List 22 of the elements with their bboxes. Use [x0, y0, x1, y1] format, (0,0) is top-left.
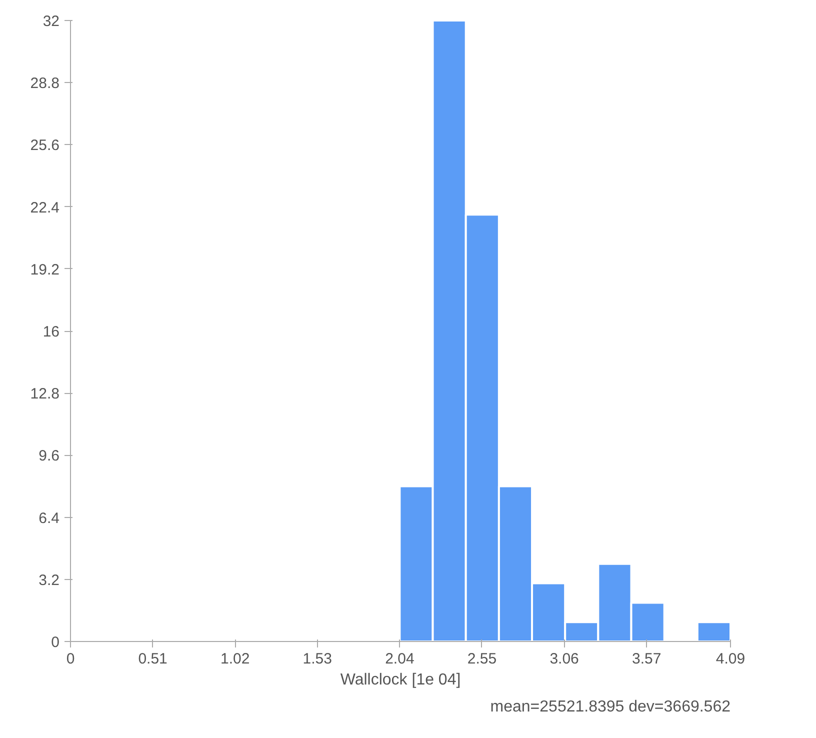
y-tick-label: 25.6 — [30, 137, 60, 154]
x-tick-label: 3.57 — [632, 650, 662, 668]
y-tick-label: 12.8 — [30, 386, 60, 403]
x-axis-title: Wallclock [1e 04] — [340, 672, 461, 688]
x-tick-label: 3.06 — [550, 650, 579, 668]
y-tick-label: 22.4 — [30, 199, 60, 216]
x-tick-label: 0 — [66, 650, 75, 668]
x-tick-label: 1.02 — [220, 650, 250, 668]
x-tick-label: 2.55 — [467, 650, 497, 668]
y-tick-label: 19.2 — [30, 261, 60, 278]
text: mean=25521.8395 dev=3669.562 — [490, 698, 731, 716]
y-tick-label: 9.6 — [38, 448, 60, 465]
y-tick-label: 28.8 — [30, 75, 60, 92]
y-tick-label: 16 — [42, 324, 60, 340]
y-tick-label: 6.4 — [38, 510, 60, 527]
x-tick-label: 1.53 — [302, 650, 332, 668]
y-tick-label: 32 — [42, 13, 60, 30]
x-tick-label: 4.09 — [716, 650, 746, 668]
x-tick-label: 0.51 — [138, 650, 168, 668]
y-tick-label: 3.2 — [38, 572, 60, 589]
x-tick-label: 2.04 — [385, 650, 414, 668]
y-tick-label: 0 — [51, 634, 60, 651]
